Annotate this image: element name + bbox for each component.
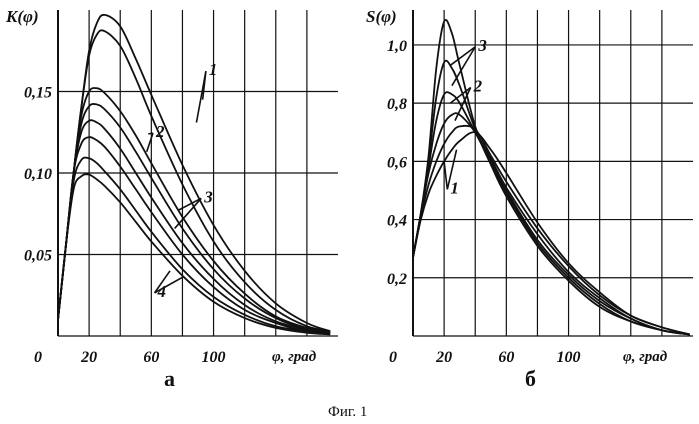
y-tick-label: 0,8 xyxy=(387,96,407,113)
series-line-s2 xyxy=(413,61,690,335)
y-tick-label: 0,6 xyxy=(387,154,407,171)
figure: K(φ) φ, град а 0,050,100,15020601001234 … xyxy=(0,0,699,424)
curve-label-3: 3 xyxy=(203,187,213,206)
y-tick-label: 0,2 xyxy=(387,271,407,288)
x-tick-label: 0 xyxy=(34,349,42,366)
panel-label-a: а xyxy=(164,366,175,391)
x-tick-label: 100 xyxy=(202,349,226,366)
x-axis-title-a: φ, град xyxy=(272,349,317,365)
curve-label-2: 2 xyxy=(473,77,483,96)
annotation-leader xyxy=(147,133,153,152)
x-tick-label: 20 xyxy=(435,349,452,366)
x-tick-label: 0 xyxy=(389,349,397,366)
y-tick-label: 0,10 xyxy=(24,166,52,183)
curve-label-1: 1 xyxy=(450,178,459,197)
annotation-leader xyxy=(450,47,475,66)
figure-caption: Фиг. 1 xyxy=(328,404,367,420)
chart-panel-a: K(φ) φ, град а 0,05 0,10 0,15 0 20 60 100 1 2 3 4 xyxy=(5,7,338,391)
y-tick-label: 0,15 xyxy=(24,85,52,102)
x-axis-title-b: φ, град xyxy=(623,349,668,365)
annotation-leader xyxy=(196,71,205,122)
curve-label-1: 1 xyxy=(209,60,218,79)
y-axis-title-b: S(φ) xyxy=(366,7,397,26)
panel-label-b: б xyxy=(525,366,536,391)
chart-panel-b: S(φ) φ, град б 0,2 0,4 0,6 0,8 1,0 0 20 60 100 3 2… xyxy=(366,7,693,391)
x-tick-label: 20 xyxy=(80,349,97,366)
y-tick-label: 0,05 xyxy=(24,248,52,265)
series-line-2b xyxy=(58,104,330,333)
series-line-s1 xyxy=(413,20,690,335)
series-line-3a xyxy=(58,120,330,333)
series-line-s6 xyxy=(413,132,690,334)
y-axis-title-a: K(φ) xyxy=(5,7,39,26)
curve-label-2: 2 xyxy=(155,122,165,141)
y-tick-label: 0,4 xyxy=(387,213,407,230)
x-tick-label: 60 xyxy=(498,349,514,366)
x-tick-label: 60 xyxy=(143,349,159,366)
x-tick-label: 100 xyxy=(557,349,581,366)
y-tick-label: 1,0 xyxy=(387,38,407,55)
curve-label-4: 4 xyxy=(157,282,167,301)
curve-label-3: 3 xyxy=(477,36,487,55)
